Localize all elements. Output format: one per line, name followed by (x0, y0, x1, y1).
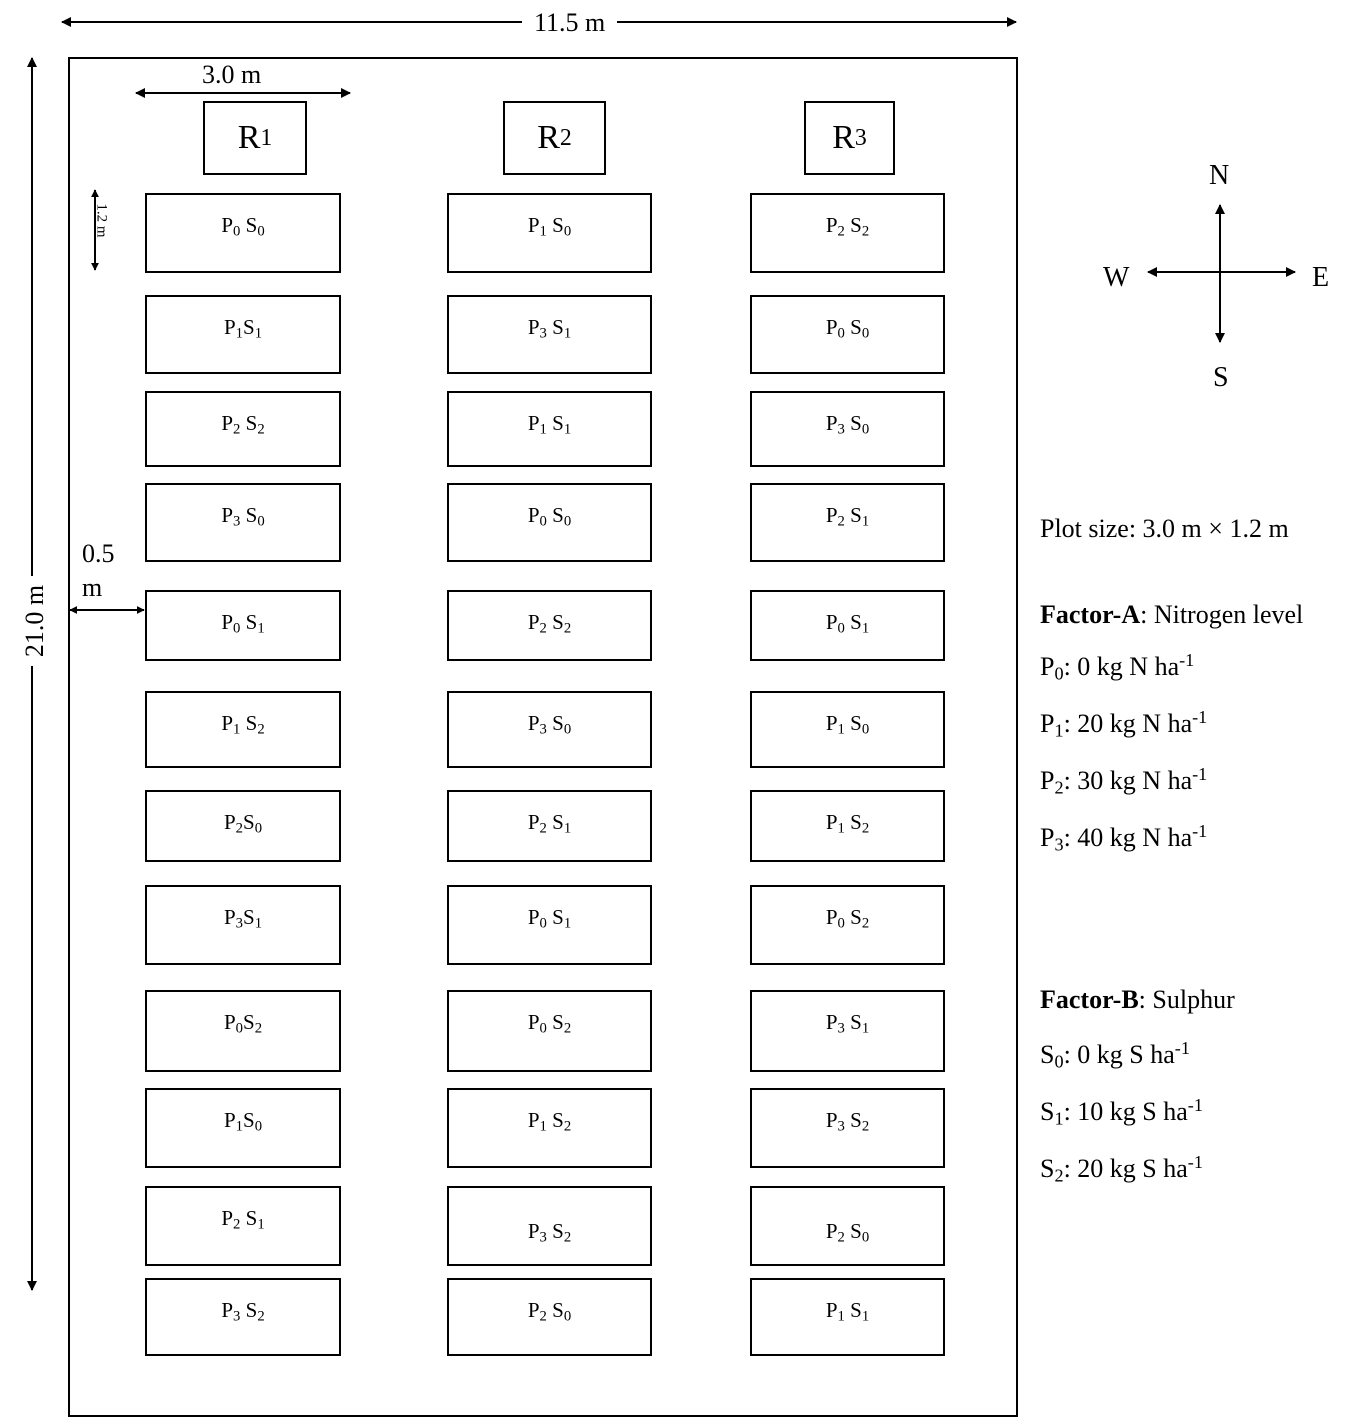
plot-treatment-label: P2 S2 (527, 610, 572, 637)
plot-treatment-label: P0 S1 (825, 610, 870, 637)
plot-r1-1: P0 S0 (145, 193, 341, 273)
plot-treatment-label: P1 S0 (527, 213, 572, 240)
plot-r2-5: P2 S2 (447, 590, 652, 661)
plot-treatment-label: P3 S2 (527, 1219, 572, 1246)
plot-r1-5: P0 S1 (145, 590, 341, 661)
plot-treatment-label: P2 S0 (825, 1219, 870, 1246)
plot-r2-11: P3 S2 (447, 1186, 652, 1266)
plot-treatment-label: P1S1 (223, 315, 263, 342)
plot-r2-9: P0 S2 (447, 990, 652, 1072)
spacing-label: 0.5 m (82, 539, 115, 602)
length-label: 21.0 m (14, 576, 56, 666)
plot-treatment-label: P0 S2 (825, 905, 870, 932)
plot-r3-9: P3 S1 (750, 990, 945, 1072)
plot-treatment-label: P0 S0 (221, 213, 265, 240)
plot-r2-7: P2 S1 (447, 790, 652, 862)
plot-r1-2: P1S1 (145, 295, 341, 374)
plot-r2-2: P3 S1 (447, 295, 652, 374)
plot-r3-2: P0 S0 (750, 295, 945, 374)
plot-r1-10: P1S0 (145, 1088, 341, 1168)
plot-treatment-label: P3S1 (223, 905, 263, 932)
factor-a-name: : Nitrogen level (1140, 600, 1304, 629)
factor-b-title: Factor-B (1040, 985, 1139, 1014)
plot-r3-8: P0 S2 (750, 885, 945, 965)
plot-r1-6: P1 S2 (145, 691, 341, 768)
compass-south-label: S (1213, 362, 1229, 393)
factor-b-name: : Sulphur (1138, 985, 1235, 1014)
plot-treatment-label: P1 S2 (825, 810, 870, 837)
plot-r3-12: P1 S1 (750, 1278, 945, 1356)
plot-treatment-label: P3 S1 (527, 315, 572, 342)
plot-treatment-label: P3 S2 (825, 1108, 870, 1135)
plot-r1-4: P3 S0 (145, 483, 341, 562)
plot-treatment-label: P1S0 (223, 1108, 263, 1135)
plot-r2-12: P2 S0 (447, 1278, 652, 1356)
plot-r2-10: P1 S2 (447, 1088, 652, 1168)
factor-a-heading: Factor-A: Nitrogen level (1040, 600, 1303, 630)
plot-treatment-label: P0 S1 (527, 905, 572, 932)
plot-treatment-label: P2 S2 (221, 411, 265, 438)
plot-treatment-label: P2 S2 (825, 213, 870, 240)
factor-a-level-3: P3: 40 kg N ha-1 (1040, 820, 1208, 855)
plot-r2-1: P1 S0 (447, 193, 652, 273)
plot-r2-3: P1 S1 (447, 391, 652, 467)
factor-b-level-2: S2: 20 kg S ha-1 (1040, 1151, 1203, 1186)
plot-treatment-label: P2 S0 (527, 1298, 572, 1325)
plot-r1-8: P3S1 (145, 885, 341, 965)
plot-treatment-label: P1 S2 (221, 711, 265, 738)
compass-north-label: N (1209, 160, 1230, 191)
plot-treatment-label: P0 S0 (527, 503, 572, 530)
plot-r1-3: P2 S2 (145, 391, 341, 467)
plot-treatment-label: P2 S1 (825, 503, 870, 530)
plot-r1-12: P3 S2 (145, 1278, 341, 1356)
width-label: 11.5 m (522, 8, 618, 38)
plot-r3-5: P0 S1 (750, 590, 945, 661)
plot-r3-3: P3 S0 (750, 391, 945, 467)
factor-b-level-0: S0: 0 kg S ha-1 (1040, 1037, 1190, 1072)
plot-r3-1: P2 S2 (750, 193, 945, 273)
plot-treatment-label: P2 S1 (221, 1206, 265, 1233)
plot-r1-11: P2 S1 (145, 1186, 341, 1266)
plot-r1-9: P0S2 (145, 990, 341, 1072)
plot-treatment-label: P0 S1 (221, 610, 265, 637)
plot-treatment-label: P3 S2 (221, 1298, 265, 1325)
factor-a-level-0: P0: 0 kg N ha-1 (1040, 649, 1195, 684)
plot-r3-10: P3 S2 (750, 1088, 945, 1168)
plot-treatment-label: P1 S2 (527, 1108, 572, 1135)
plot-r3-11: P2 S0 (750, 1186, 945, 1266)
compass-west-label: W (1103, 262, 1130, 293)
plot-treatment-label: P3 S0 (221, 503, 265, 530)
plot-r3-7: P1 S2 (750, 790, 945, 862)
plot-treatment-label: P2S0 (223, 810, 263, 837)
plot-treatment-label: P1 S1 (825, 1298, 870, 1325)
factor-b-heading: Factor-B: Sulphur (1040, 985, 1235, 1015)
plot-treatment-label: P3 S1 (825, 1010, 870, 1037)
factor-a-title: Factor-A (1040, 600, 1141, 629)
plot-treatment-label: P1 S1 (527, 411, 572, 438)
factor-a-level-2: P2: 30 kg N ha-1 (1040, 763, 1208, 798)
plot-r2-8: P0 S1 (447, 885, 652, 965)
factor-a-level-1: P1: 20 kg N ha-1 (1040, 706, 1208, 741)
plot-treatment-label: P0 S2 (527, 1010, 572, 1037)
factor-b-level-1: S1: 10 kg S ha-1 (1040, 1094, 1203, 1129)
plot-treatment-label: P2 S1 (527, 810, 572, 837)
plot-treatment-label: P3 S0 (527, 711, 572, 738)
rep-width-label: 3.0 m (196, 60, 268, 90)
plot-treatment-label: P0S2 (223, 1010, 263, 1037)
plot-treatment-label: P3 S0 (825, 411, 870, 438)
plot-height-label: 1.2 m (93, 203, 110, 238)
compass-east-label: E (1312, 262, 1330, 293)
plot-treatment-label: P0 S0 (825, 315, 870, 342)
plot-r2-6: P3 S0 (447, 691, 652, 768)
plot-size-text: Plot size: 3.0 m × 1.2 m (1040, 514, 1289, 543)
plot-r3-6: P1 S0 (750, 691, 945, 768)
plot-r3-4: P2 S1 (750, 483, 945, 562)
plot-r1-7: P2S0 (145, 790, 341, 862)
plot-treatment-label: P1 S0 (825, 711, 870, 738)
plot-r2-4: P0 S0 (447, 483, 652, 562)
